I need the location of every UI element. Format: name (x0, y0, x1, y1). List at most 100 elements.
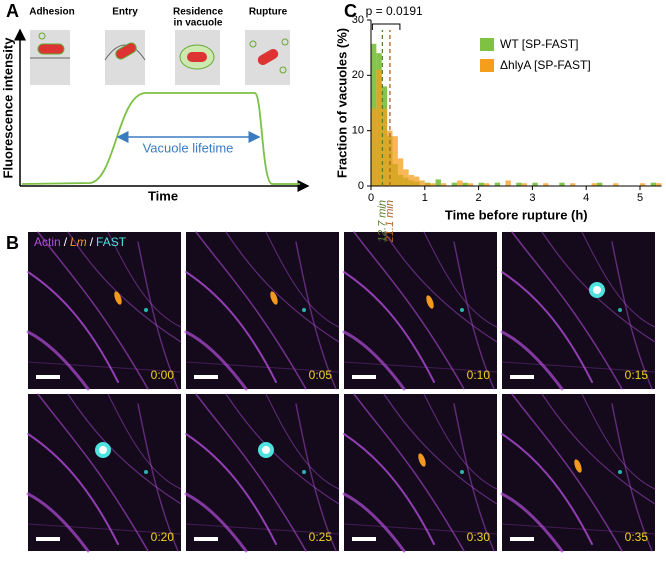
bar (494, 182, 501, 186)
timestamp: 0:20 (151, 530, 175, 544)
bar (408, 174, 415, 186)
micrograph: 0:10 (342, 230, 499, 391)
axis-label: Time (148, 188, 178, 203)
bar (371, 108, 377, 186)
micrograph: 0:00 (26, 230, 183, 391)
legend-label: ΔhlyA [SP-FAST] (500, 58, 591, 72)
bar (430, 183, 436, 186)
bar (381, 108, 388, 186)
stage-label: Entry (112, 7, 138, 18)
legend-label: WT [SP-FAST] (500, 37, 578, 51)
scale-bar (352, 537, 376, 541)
axis-label: Fluorescence intensity (0, 37, 15, 179)
bar (650, 182, 657, 186)
timestamp: 0:25 (309, 530, 333, 544)
intensity-curve (21, 92, 300, 185)
bar (591, 183, 597, 186)
bar (467, 183, 474, 186)
timestamp: 0:10 (467, 368, 491, 382)
stage-label: Rupture (249, 7, 288, 18)
scale-bar (194, 537, 218, 541)
micrograph: 0:20 (26, 392, 183, 553)
timestamp: 0:35 (625, 530, 649, 544)
y-tick-label: 20 (352, 69, 364, 81)
significance-bracket (371, 23, 401, 30)
bar (596, 182, 603, 186)
channel-name: Lm (70, 235, 87, 249)
bar (521, 183, 528, 186)
channel-legend: Actin / Lm / FAST (34, 235, 127, 249)
micrograph: 0:35 (500, 392, 657, 553)
scale-bar (194, 375, 218, 379)
bar (376, 69, 382, 186)
bar (424, 183, 431, 186)
bar (516, 182, 522, 186)
bar (403, 169, 409, 186)
bar (640, 183, 646, 186)
bar (505, 180, 511, 186)
scale-bar (36, 375, 60, 379)
p-value: p = 0.0191 (366, 4, 423, 18)
bar (435, 179, 441, 186)
scale-bar (510, 537, 534, 541)
stage-icons (30, 30, 290, 85)
scale-bar (510, 375, 534, 379)
bar (440, 183, 447, 186)
stage-label: Adhesion (29, 7, 75, 18)
micrographs: 0:00 0:05 0:10 0:15 0:20 0:25 0:30 0:35 (26, 230, 657, 553)
bar (414, 176, 420, 186)
x-tick-label: 4 (583, 192, 589, 204)
timestamp: 0:30 (467, 530, 491, 544)
panel-label: C (344, 1, 357, 21)
median-label: 12.7 min (376, 200, 388, 242)
micrograph: 0:15 (500, 230, 657, 391)
y-tick-label: 30 (352, 14, 364, 26)
bar (656, 183, 662, 186)
panel-label: A (6, 1, 19, 21)
bar (613, 183, 619, 186)
micrograph: 0:30 (342, 392, 499, 553)
bar (397, 158, 404, 186)
channel-name: FAST (96, 235, 127, 249)
scale-bar (352, 375, 376, 379)
axis-label: Time before rupture (h) (445, 207, 588, 222)
bar (478, 182, 484, 186)
bar (451, 182, 458, 186)
x-tick-label: 2 (476, 192, 482, 204)
x-tick-label: 3 (529, 192, 535, 204)
bar (559, 182, 565, 186)
legend-swatch (480, 38, 494, 51)
channel-name: / (64, 235, 68, 249)
timestamp: 0:05 (309, 368, 333, 382)
stage-label: in vacuole (174, 18, 223, 29)
bar (483, 183, 490, 186)
micrograph: 0:05 (184, 230, 341, 391)
bar (392, 136, 398, 186)
panel-label: B (6, 233, 19, 253)
legend-swatch (480, 59, 494, 72)
axis-label: Fraction of vacuoles (%) (334, 28, 349, 178)
bar (543, 183, 549, 186)
x-tick-label: 1 (422, 192, 428, 204)
channel-name: / (90, 235, 94, 249)
x-tick-label: 5 (637, 192, 643, 204)
bar (419, 180, 425, 186)
bar (387, 130, 393, 186)
timestamp: 0:00 (151, 368, 175, 382)
y-tick-label: 0 (358, 180, 364, 192)
median-label: 21.1 min (384, 200, 396, 243)
bar (570, 183, 576, 186)
bar (462, 182, 468, 186)
channel-name: Actin (34, 235, 61, 249)
scale-bar (36, 537, 60, 541)
timestamp: 0:15 (625, 368, 649, 382)
annotation: Vacuole lifetime (143, 140, 234, 155)
x-tick-label: 0 (368, 192, 374, 204)
y-tick-label: 10 (352, 125, 364, 137)
bar (457, 180, 463, 186)
micrograph: 0:25 (184, 392, 341, 553)
bar (532, 182, 538, 186)
stage-label: Residence (173, 7, 223, 18)
